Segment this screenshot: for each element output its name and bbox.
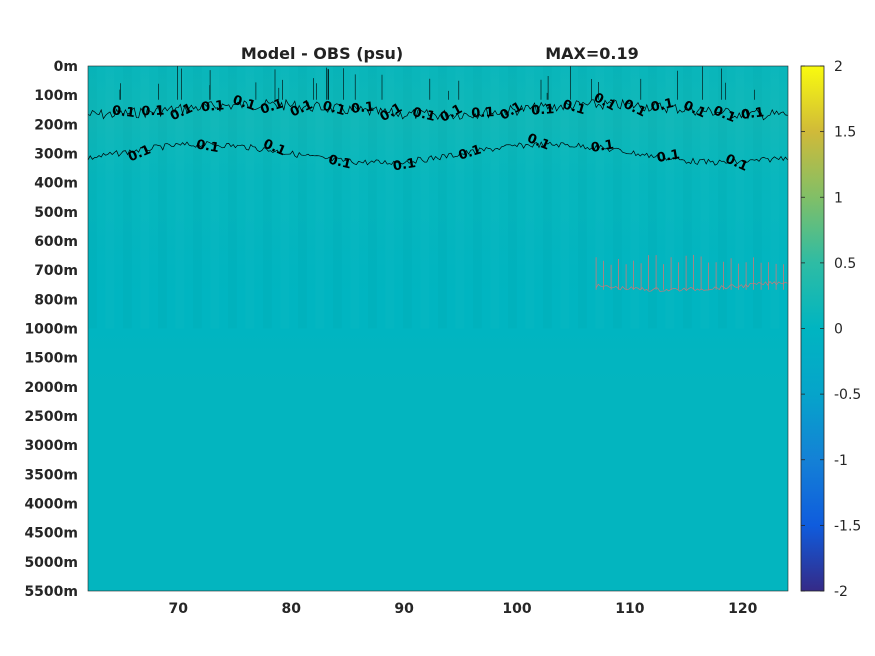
contour-label: 0.1 [392, 156, 417, 174]
heatmap-stripe [403, 66, 412, 329]
contour-label: 0.1 [141, 104, 165, 120]
colorbar-tick-label: -0.5 [834, 387, 861, 403]
y-tick-label: 800m [34, 292, 78, 308]
contour-label: 0.1 [201, 98, 225, 115]
y-tick-label: 100m [34, 88, 78, 104]
contour-label: 0.1 [321, 99, 347, 119]
contour-label: 0.1 [327, 153, 353, 173]
contour-label: 0.1 [656, 147, 681, 166]
contour-line [87, 141, 788, 166]
colorbar-tick-label: -1.5 [834, 518, 861, 534]
contour-label: 0.1 [561, 97, 587, 118]
title-group: Model - OBS (psu) MAX=0.19 [241, 44, 639, 63]
y-tick-label: 300m [34, 147, 78, 163]
y-tick-label: 4500m [24, 526, 78, 542]
y-tick-label: 400m [34, 176, 78, 192]
x-axis: 70 80 90 100 110 120 [169, 601, 758, 617]
y-axis: 0m 100m 200m 300m 400m 500m 600m 700m 800m 1000m 1… [24, 59, 78, 600]
colorbar-tick-label: -2 [834, 584, 848, 600]
heatmap-stripe [88, 66, 97, 329]
contour-2 [595, 254, 788, 292]
x-tick-label: 80 [281, 601, 301, 617]
colorbar-tick-label: 2 [834, 59, 843, 75]
y-tick-label: 700m [34, 263, 78, 279]
contour-label: 0.1 [195, 137, 220, 156]
heatmap-stripe [438, 66, 447, 329]
contour-label: 0.1 [457, 143, 483, 164]
heatmap-stripe [771, 66, 780, 329]
heatmap-stripe [421, 66, 430, 329]
contour-label: 0.1 [259, 96, 286, 117]
contour-label: 0.1 [531, 102, 555, 119]
y-tick-label: 600m [34, 234, 78, 250]
y-tick-label: 3000m [24, 438, 78, 454]
y-tick-label: 1000m [24, 322, 78, 338]
contour-label: 0.1 [111, 103, 136, 121]
plot-frame [87, 65, 789, 592]
x-tick-label: 100 [502, 601, 531, 617]
contour-label: 0.1 [350, 100, 374, 117]
heatmap-stripe [736, 66, 745, 329]
y-tick-label: 0m [54, 59, 78, 75]
chart-title: Model - OBS (psu) [241, 44, 403, 63]
contour-label: 0.1 [649, 96, 675, 115]
plot-area: 0.1 0.1 0.1 0.1 0.1 0.1 0.1 0.1 0.1 0.1 0.1 0.1 0.1 0… [87, 65, 789, 592]
y-tick-label: 3500m [24, 467, 78, 483]
y-tick-label: 200m [34, 117, 78, 133]
colorbar-tick-label: 1.5 [834, 125, 856, 141]
heatmap-field [88, 66, 788, 591]
y-tick-label: 2000m [24, 380, 78, 396]
colorbar-ticks: 2 1.5 1 0.5 0 -0.5 -1 -1.5 -2 [801, 59, 861, 600]
contour-0: 0.1 0.1 0.1 0.1 0.1 0.1 0.1 0.1 0.1 0.1 0.1 0.1 0.1 0… [87, 66, 788, 126]
contour-line [87, 98, 788, 121]
x-tick-label: 110 [615, 601, 644, 617]
colorbar-tick-label: 0 [834, 322, 843, 338]
colorbar: 2 1.5 1 0.5 0 -0.5 -1 -1.5 -2 [800, 59, 861, 600]
contour-label: 0.1 [740, 105, 765, 123]
y-tick-label: 5000m [24, 555, 78, 571]
colorbar-tick-label: 1 [834, 190, 843, 206]
heatmap-surface [88, 66, 788, 591]
y-tick-label: 4000m [24, 497, 78, 513]
colorbar-tick-label: 0.5 [834, 256, 856, 272]
y-tick-label: 5500m [24, 584, 78, 600]
y-tick-label: 1500m [24, 351, 78, 367]
contour-label: 0.1 [411, 105, 437, 125]
x-tick-label: 90 [394, 601, 414, 617]
contour-line [595, 280, 788, 292]
colorbar-tick-label: -1 [834, 453, 848, 469]
contour-layer: 0.1 0.1 0.1 0.1 0.1 0.1 0.1 0.1 0.1 0.1 0.1 0.1 0.1 0… [87, 66, 788, 292]
contour-label: 0.1 [231, 93, 257, 114]
y-tick-label: 500m [34, 205, 78, 221]
x-tick-label: 120 [728, 601, 757, 617]
y-tick-label: 2500m [24, 409, 78, 425]
contour-label: 0.1 [471, 105, 495, 121]
x-tick-label: 70 [169, 601, 189, 617]
contour-label: 0.1 [590, 138, 615, 156]
max-annotation: MAX=0.19 [545, 44, 639, 63]
